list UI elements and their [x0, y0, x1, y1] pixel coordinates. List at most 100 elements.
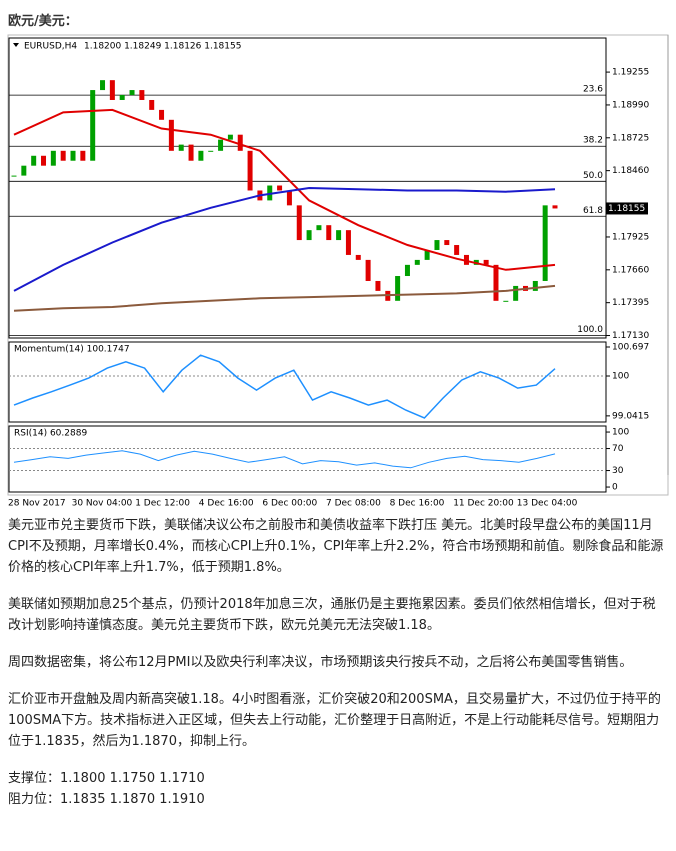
- candle: [434, 240, 440, 250]
- x-tick-label: 13 Dec 04:00: [517, 499, 578, 509]
- candle: [513, 285, 519, 301]
- candle: [483, 259, 489, 265]
- candle: [395, 276, 401, 301]
- chart-symbol: EURUSD,H4: [24, 42, 77, 52]
- y-tick-label: 1.17925: [612, 232, 649, 242]
- price-tag: [606, 202, 648, 215]
- main-panel: [8, 37, 607, 339]
- x-tick-label: 8 Dec 16:00: [390, 499, 445, 509]
- candle: [444, 240, 450, 246]
- article-body: 美元亚市兑主要货币下跌，美联储决议公布之前股市和美债收益率下跌打压 美元。北美时…: [8, 515, 668, 810]
- x-tick-label: 30 Nov 04:00: [72, 499, 133, 509]
- rsi-line: [13, 450, 556, 469]
- y-tick-label: 1.18460: [612, 166, 649, 176]
- candle: [493, 264, 499, 301]
- y-tick-label: 99.0415: [612, 411, 649, 421]
- candle: [159, 109, 165, 120]
- candle: [414, 259, 420, 265]
- candle: [21, 165, 27, 176]
- candle: [168, 119, 174, 151]
- candle: [178, 144, 184, 151]
- moving-average: [13, 108, 556, 271]
- x-tick-label: 1 Dec 12:00: [135, 499, 190, 509]
- momentum-panel: [8, 341, 607, 423]
- y-tick-label: 100: [612, 371, 629, 381]
- candle: [149, 99, 155, 110]
- paragraph: 美元亚市兑主要货币下跌，美联储决议公布之前股市和美债收益率下跌打压 美元。北美时…: [8, 518, 664, 575]
- x-tick-label: 6 Dec 00:00: [262, 499, 317, 509]
- y-tick-label: 100.697: [612, 342, 649, 352]
- candle: [218, 139, 224, 151]
- price-tag-label: 1.18155: [608, 204, 645, 214]
- x-tick-label: 11 Dec 20:00: [453, 499, 514, 509]
- candle: [100, 80, 106, 91]
- y-tick-label: 1.17395: [612, 298, 649, 308]
- candle: [119, 95, 125, 100]
- menu-arrow: [13, 43, 19, 47]
- candle: [31, 155, 37, 166]
- y-tick-label: 30: [612, 466, 624, 476]
- chart-ohlc: 1.18200 1.18249 1.18126 1.18155: [84, 42, 241, 52]
- candle: [90, 90, 96, 161]
- y-tick-label: 1.17660: [612, 265, 649, 275]
- candle: [503, 300, 509, 302]
- fib-label: 23.6: [583, 85, 603, 95]
- candle: [532, 280, 538, 291]
- candle: [463, 254, 469, 265]
- candle: [552, 205, 558, 209]
- candle: [198, 150, 204, 161]
- candle: [129, 90, 135, 96]
- candle: [454, 245, 460, 255]
- paragraph: 美联储如预期加息25个基点，仍预计2018年加息三次，通胀仍是主要拖累因素。委员…: [8, 597, 656, 633]
- candle: [188, 144, 194, 161]
- candle: [60, 150, 66, 161]
- candle: [336, 230, 342, 241]
- rsi-panel: [8, 425, 607, 493]
- candle: [296, 205, 302, 241]
- candle: [326, 225, 332, 241]
- y-tick-label: 1.17130: [612, 331, 649, 341]
- candle: [139, 90, 145, 100]
- candle: [80, 150, 86, 161]
- candle: [306, 230, 312, 241]
- resistance-levels: 阻力位：1.1835 1.1870 1.1910: [8, 792, 205, 807]
- y-tick-label: 70: [612, 444, 624, 454]
- candle: [109, 80, 115, 100]
- candle: [11, 175, 17, 177]
- candle: [316, 225, 322, 231]
- candle: [208, 150, 214, 152]
- rsi-title: RSI(14) 60.2889: [14, 429, 87, 439]
- candle: [345, 230, 351, 255]
- candle: [542, 205, 548, 281]
- candle: [41, 155, 47, 166]
- fib-label: 61.8: [583, 206, 603, 216]
- candle: [247, 150, 253, 191]
- candle: [365, 259, 371, 281]
- momentum-title: Momentum(14) 100.1747: [14, 345, 130, 355]
- page-title: 欧元/美元：: [8, 14, 78, 29]
- candle: [375, 280, 381, 291]
- candle: [424, 249, 430, 260]
- y-tick-label: 100: [612, 428, 629, 438]
- x-tick-label: 28 Nov 2017: [8, 499, 66, 509]
- candle: [237, 134, 243, 151]
- candle: [277, 185, 283, 191]
- fib-label: 100.0: [577, 325, 603, 335]
- support-levels: 支撑位：1.1800 1.1750 1.1710: [8, 771, 205, 786]
- candle: [50, 150, 56, 166]
- moving-average: [13, 186, 556, 292]
- candle: [70, 150, 76, 161]
- momentum-line: [13, 354, 556, 419]
- paragraph: 汇价亚市开盘触及周内新高突破1.18。4小时图看涨，汇价突破20和200SMA，…: [8, 692, 661, 749]
- paragraph: 周四数据密集，将公布12月PMI以及欧央行利率决议，市场预期该央行按兵不动，之后…: [8, 655, 633, 670]
- candle: [355, 254, 361, 260]
- candle: [404, 264, 410, 277]
- y-tick-label: 1.19255: [612, 68, 649, 78]
- candle: [227, 134, 233, 140]
- moving-average: [13, 284, 556, 312]
- x-tick-label: 4 Dec 16:00: [199, 499, 254, 509]
- fib-label: 50.0: [583, 171, 603, 181]
- chart: EURUSD,H4 1.18200 1.18249 1.18126 1.1815…: [7, 34, 669, 509]
- y-tick-label: 0: [612, 483, 618, 493]
